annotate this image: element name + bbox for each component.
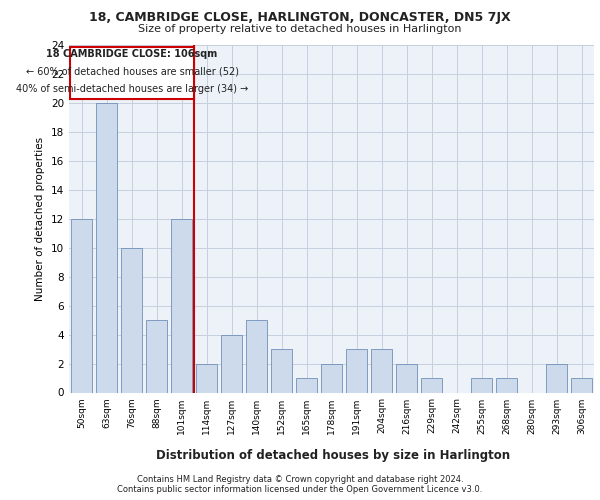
Bar <box>296 378 317 392</box>
Bar <box>396 364 417 392</box>
Bar <box>471 378 492 392</box>
Text: Size of property relative to detached houses in Harlington: Size of property relative to detached ho… <box>138 24 462 34</box>
Bar <box>421 378 442 392</box>
Bar <box>571 378 592 392</box>
Bar <box>346 349 367 393</box>
Bar <box>121 248 142 392</box>
Text: 18, CAMBRIDGE CLOSE, HARLINGTON, DONCASTER, DN5 7JX: 18, CAMBRIDGE CLOSE, HARLINGTON, DONCAST… <box>89 11 511 24</box>
Bar <box>496 378 517 392</box>
Text: ← 60% of detached houses are smaller (52): ← 60% of detached houses are smaller (52… <box>26 66 239 76</box>
Bar <box>371 349 392 393</box>
Bar <box>71 219 92 392</box>
Bar <box>196 364 217 392</box>
Text: Contains HM Land Registry data © Crown copyright and database right 2024.: Contains HM Land Registry data © Crown c… <box>137 475 463 484</box>
Bar <box>321 364 342 392</box>
FancyBboxPatch shape <box>70 47 194 98</box>
Bar <box>146 320 167 392</box>
Bar <box>546 364 567 392</box>
Bar <box>246 320 267 392</box>
Text: 18 CAMBRIDGE CLOSE: 106sqm: 18 CAMBRIDGE CLOSE: 106sqm <box>47 50 218 59</box>
Y-axis label: Number of detached properties: Number of detached properties <box>35 136 46 301</box>
Bar <box>271 349 292 393</box>
Text: Distribution of detached houses by size in Harlington: Distribution of detached houses by size … <box>156 450 510 462</box>
Text: 40% of semi-detached houses are larger (34) →: 40% of semi-detached houses are larger (… <box>16 84 248 94</box>
Bar <box>171 219 192 392</box>
Bar <box>96 103 117 393</box>
Bar <box>221 334 242 392</box>
Text: Contains public sector information licensed under the Open Government Licence v3: Contains public sector information licen… <box>118 485 482 494</box>
